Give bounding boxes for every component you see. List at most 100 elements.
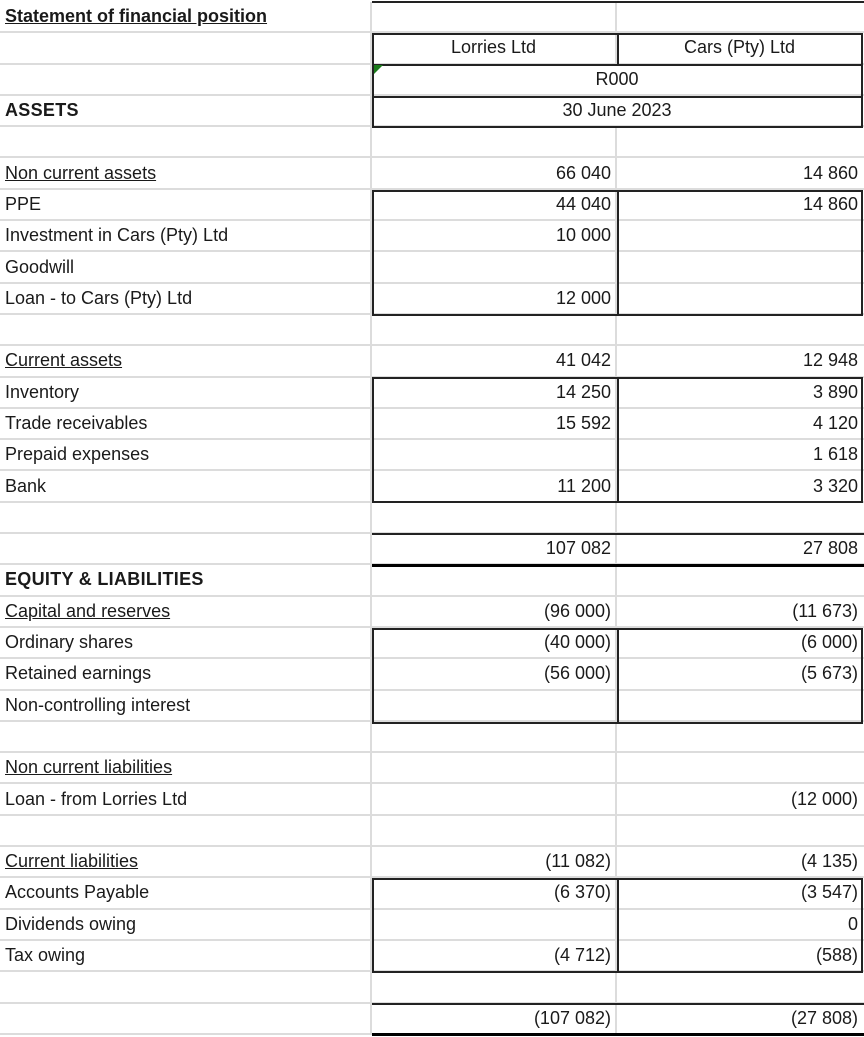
cars-value[interactable]: (11 673): [792, 600, 858, 621]
lorries-value[interactable]: [372, 690, 617, 720]
section-label-non-current-liabilities[interactable]: Non current liabilities: [0, 753, 372, 783]
lorries-value[interactable]: [372, 565, 617, 595]
row-label[interactable]: Loan - to Cars (Pty) Ltd: [0, 283, 372, 313]
column-header-lorries[interactable]: Lorries Ltd: [372, 33, 617, 63]
equity-liabilities-heading[interactable]: EQUITY & LIABILITIES: [0, 565, 372, 595]
row-label[interactable]: Ordinary shares: [0, 627, 372, 658]
unit-label[interactable]: R000: [595, 68, 639, 89]
section-label-current-assets[interactable]: Current assets: [0, 346, 372, 376]
cars-value[interactable]: [617, 252, 862, 281]
cars-value[interactable]: 3 320: [812, 475, 858, 496]
row-label[interactable]: [0, 1003, 372, 1033]
row-label[interactable]: Trade receivables: [0, 408, 372, 439]
lorries-value[interactable]: [372, 502, 617, 533]
cars-value[interactable]: 14 860: [802, 193, 858, 214]
cars-value[interactable]: 14 860: [802, 162, 858, 183]
lorries-value[interactable]: (4 712): [372, 940, 617, 971]
cars-total-assets[interactable]: 27 808: [802, 538, 858, 559]
lorries-value[interactable]: (96 000): [372, 596, 617, 626]
cars-value[interactable]: 4 120: [812, 413, 858, 433]
cell[interactable]: [0, 64, 372, 94]
row-label[interactable]: Inventory: [0, 377, 372, 407]
cars-value[interactable]: [617, 972, 862, 1001]
header-divider-2: [372, 96, 863, 98]
cars-value[interactable]: [617, 565, 862, 594]
row-label[interactable]: Tax owing: [0, 940, 372, 971]
lorries-value[interactable]: [372, 440, 617, 470]
row-label[interactable]: [0, 815, 372, 846]
cars-value[interactable]: (588): [815, 945, 858, 966]
lorries-value[interactable]: [372, 753, 617, 783]
cars-value[interactable]: [617, 816, 862, 845]
lorries-value[interactable]: [372, 127, 617, 157]
lorries-total-equity-liabilities[interactable]: (107 082): [372, 1003, 617, 1033]
lorries-value[interactable]: 11 200: [372, 471, 617, 501]
cars-value[interactable]: [617, 753, 862, 782]
row-label[interactable]: [0, 972, 372, 1002]
cars-value[interactable]: [617, 221, 862, 250]
lorries-value[interactable]: 66 040: [372, 158, 617, 188]
row-label[interactable]: Investment in Cars (Pty) Ltd: [0, 221, 372, 251]
row-label[interactable]: Loan - from Lorries Ltd: [0, 784, 372, 814]
lorries-value[interactable]: (6 370): [372, 878, 617, 908]
lorries-value[interactable]: [372, 721, 617, 752]
lorries-value[interactable]: 14 250: [372, 377, 617, 407]
cars-value[interactable]: (5 673): [800, 663, 858, 684]
lorries-value[interactable]: [372, 784, 617, 814]
lorries-value[interactable]: 12 000: [372, 283, 617, 313]
lorries-total-assets[interactable]: 107 082: [372, 534, 617, 564]
cars-value[interactable]: (3 547): [800, 882, 858, 903]
row-label[interactable]: Dividends owing: [0, 909, 372, 939]
row-label[interactable]: Non-controlling interest: [0, 690, 372, 720]
cars-total-equity-liabilities[interactable]: (27 808): [790, 1007, 858, 1028]
sheet-title[interactable]: Statement of financial position: [0, 2, 372, 32]
column-header-cars[interactable]: Cars (Pty) Ltd: [683, 37, 796, 58]
cars-value[interactable]: 3 890: [812, 381, 858, 402]
lorries-value[interactable]: (56 000): [372, 659, 617, 689]
lorries-value[interactable]: [372, 815, 617, 846]
row-label[interactable]: [0, 127, 372, 157]
row-label[interactable]: [0, 314, 372, 345]
row-label[interactable]: Accounts Payable: [0, 878, 372, 908]
lorries-value[interactable]: [372, 972, 617, 1002]
cars-value[interactable]: (12 000): [790, 788, 858, 809]
cars-value[interactable]: [617, 503, 862, 532]
cars-value[interactable]: [617, 722, 862, 751]
lorries-value[interactable]: 15 592: [372, 408, 617, 439]
date-label[interactable]: 30 June 2023: [562, 100, 672, 121]
lorries-value[interactable]: 10 000: [372, 221, 617, 251]
lorries-value[interactable]: (11 082): [372, 847, 617, 877]
section-label-current-liabilities[interactable]: Current liabilities: [0, 847, 372, 877]
assets-heading[interactable]: ASSETS: [0, 95, 372, 126]
cell[interactable]: [617, 2, 862, 31]
cars-value[interactable]: (6 000): [800, 632, 858, 653]
cell[interactable]: [0, 33, 372, 63]
lorries-value[interactable]: 44 040: [372, 189, 617, 220]
lorries-value[interactable]: [372, 314, 617, 345]
cell[interactable]: [372, 2, 617, 32]
row-label[interactable]: PPE: [0, 189, 372, 220]
cars-value[interactable]: [617, 691, 862, 720]
cars-value[interactable]: (4 135): [800, 851, 858, 872]
row-label[interactable]: Prepaid expenses: [0, 440, 372, 470]
row-label[interactable]: [0, 721, 372, 752]
cars-value[interactable]: 1 618: [812, 444, 858, 465]
cars-value[interactable]: 12 948: [802, 350, 858, 371]
cars-value[interactable]: [617, 315, 862, 344]
row-label[interactable]: [0, 534, 372, 564]
lorries-value[interactable]: 41 042: [372, 346, 617, 376]
cars-value[interactable]: 0: [847, 913, 858, 934]
section-label-non-current-assets[interactable]: Non current assets: [0, 158, 372, 188]
cars-value[interactable]: [617, 284, 862, 313]
lorries-value[interactable]: [372, 252, 617, 282]
section-label-capital-reserves[interactable]: Capital and reserves: [0, 596, 372, 626]
lorries-value[interactable]: (40 000): [372, 627, 617, 658]
row-label[interactable]: Goodwill: [0, 252, 372, 282]
company-header-row: Lorries Ltd Cars (Pty) Ltd: [0, 33, 864, 65]
row-label[interactable]: Bank: [0, 471, 372, 501]
table-row: Current assets 41 042 12 948: [0, 346, 864, 378]
cars-value[interactable]: [617, 127, 862, 156]
lorries-value[interactable]: [372, 909, 617, 939]
row-label[interactable]: [0, 502, 372, 533]
row-label[interactable]: Retained earnings: [0, 659, 372, 689]
